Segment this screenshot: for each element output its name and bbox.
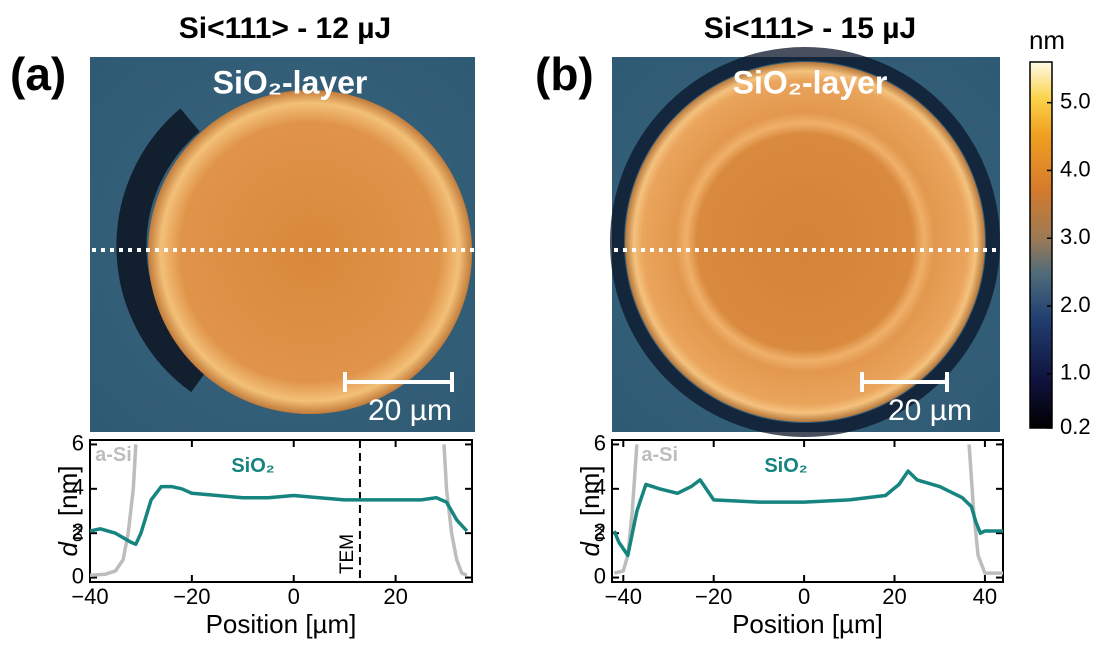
- scale-label: 20 µm: [368, 394, 452, 427]
- colorbar-tick-label: 3.0: [1060, 224, 1091, 249]
- x-tick-label: −40: [605, 584, 642, 609]
- series-label: a-Si: [641, 444, 678, 466]
- scale-label: 20 µm: [888, 394, 972, 427]
- x-axis-label: Position [µm]: [732, 609, 883, 639]
- y-axis-label: dox [nm]: [53, 465, 87, 556]
- y-label-unit: [nm]: [53, 465, 83, 516]
- y-tick-label: 6: [72, 430, 84, 455]
- plot-frame: [611, 439, 1004, 583]
- layer-label: SiO₂-layer: [733, 64, 888, 100]
- colorbar-tick-label: 2.0: [1060, 292, 1091, 317]
- oxide-disc: [625, 62, 985, 422]
- dark-halo: [116, 108, 209, 393]
- panel-title: Si<111> - 12 µJ: [179, 12, 391, 45]
- colorbar-tick-label: 1.0: [1060, 360, 1091, 385]
- series-label: SiO₂: [764, 455, 807, 477]
- colorbar-tick-label: 4.0: [1060, 156, 1091, 181]
- y-tick-label: 2: [72, 519, 84, 544]
- x-tick-label: −20: [695, 584, 732, 609]
- y-tick-label: 6: [594, 430, 606, 455]
- series-label: a-Si: [95, 444, 132, 466]
- series-line: [90, 484, 469, 547]
- scale-bar: [860, 372, 949, 392]
- panel-label: (a): [10, 48, 66, 100]
- layer-label: SiO₂-layer: [213, 64, 368, 100]
- series-label: SiO₂: [231, 455, 274, 477]
- colorbar-label: nm: [1029, 25, 1065, 55]
- y-label-sub: ox: [589, 524, 608, 542]
- image-panel-b: Si<111> - 15 µJ (b) SiO₂-layer 20 µm: [535, 12, 1000, 437]
- y-label-symbol: d: [575, 541, 605, 557]
- y-tick-label: 2: [594, 519, 606, 544]
- panel-title: Si<111> - 15 µJ: [704, 12, 916, 45]
- series-line: [90, 444, 468, 578]
- image-panel-a: Si<111> - 12 µJ (a) SiO₂-layer 20 µm: [10, 12, 475, 432]
- colorbar-tick-label: 0.2: [1060, 414, 1091, 439]
- x-tick-label: 20: [383, 584, 407, 609]
- y-tick-label: 0: [72, 563, 84, 588]
- x-axis-label: Position [µm]: [206, 609, 357, 639]
- x-tick-label: 40: [973, 584, 997, 609]
- tem-label: TEM: [337, 534, 358, 574]
- colorbar-tick-label: 5.0: [1060, 88, 1091, 113]
- y-label-symbol: d: [53, 541, 83, 557]
- y-axis-label: dox [nm]: [575, 465, 609, 556]
- colorbar: [1029, 61, 1053, 429]
- plot-frame: [89, 439, 473, 583]
- x-tick-label: 0: [798, 584, 810, 609]
- y-tick-label: 0: [594, 563, 606, 588]
- scale-bar: [343, 372, 454, 392]
- x-tick-label: −40: [71, 584, 108, 609]
- x-tick-label: 0: [288, 584, 300, 609]
- y-tick-label: 4: [594, 475, 606, 500]
- x-tick-label: −20: [173, 584, 210, 609]
- y-label-unit: [nm]: [575, 465, 605, 516]
- y-label-sub: ox: [67, 524, 86, 542]
- series-line: [612, 469, 1003, 558]
- series-line: [613, 444, 1003, 575]
- x-tick-label: 20: [882, 584, 906, 609]
- panel-label: (b): [535, 48, 594, 100]
- y-tick-label: 4: [72, 475, 84, 500]
- dark-halo: [610, 47, 1000, 437]
